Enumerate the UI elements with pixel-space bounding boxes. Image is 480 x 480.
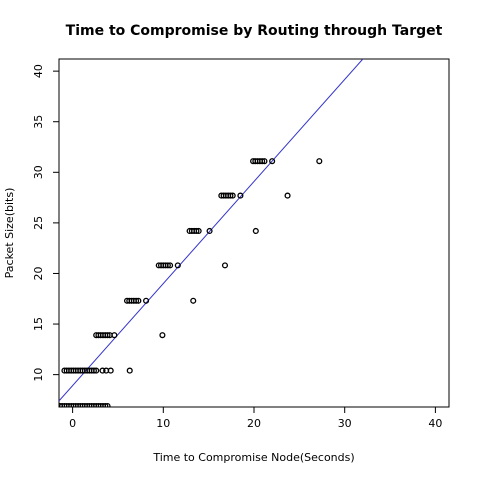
data-point — [190, 297, 197, 304]
data-points — [59, 158, 323, 407]
data-point — [104, 332, 111, 339]
data-point — [135, 297, 142, 304]
data-point — [159, 332, 166, 339]
data-point — [167, 262, 174, 269]
data-point — [111, 332, 118, 339]
data-point — [252, 227, 259, 235]
data-point — [143, 297, 150, 304]
x-axis-label: Time to Compromise Node(Seconds) — [152, 451, 354, 464]
y-tick-label: 35 — [32, 115, 45, 129]
x-tick-label: 0 — [69, 417, 76, 430]
data-point — [126, 367, 133, 374]
y-tick-label: 30 — [32, 165, 45, 179]
y-axis: 10 15 20 25 30 35 40 — [32, 64, 59, 382]
y-tick-label: 25 — [32, 216, 45, 230]
x-tick-label: 40 — [428, 417, 442, 430]
data-point — [99, 367, 106, 374]
y-tick-label: 40 — [32, 64, 45, 78]
x-tick-label: 10 — [156, 417, 170, 430]
data-point — [93, 367, 100, 374]
data-point — [193, 227, 200, 235]
data-point — [206, 227, 213, 235]
data-point — [195, 227, 202, 235]
data-point — [259, 158, 266, 165]
data-point — [174, 262, 181, 269]
data-point — [164, 262, 171, 269]
x-axis: 0 10 20 30 40 — [69, 407, 442, 430]
y-tick-label: 15 — [32, 317, 45, 331]
data-point — [104, 402, 111, 407]
data-point — [237, 192, 244, 199]
y-tick-label: 10 — [32, 368, 45, 382]
data-point — [227, 192, 234, 199]
y-tick-label: 20 — [32, 266, 45, 280]
trend-line-group — [59, 59, 364, 402]
data-point — [229, 192, 236, 199]
plot-area: 0 10 20 30 40 10 15 20 25 30 35 40 — [32, 58, 450, 430]
data-point — [133, 297, 140, 304]
data-point — [261, 158, 268, 165]
y-axis-label: Packet Size(bits) — [3, 188, 16, 279]
data-point — [284, 192, 291, 199]
trend-line — [59, 59, 364, 402]
data-point — [221, 262, 229, 269]
data-point — [90, 367, 97, 374]
data-point — [107, 367, 114, 374]
data-point — [316, 158, 323, 165]
data-point — [269, 158, 276, 165]
x-tick-label: 20 — [247, 417, 261, 430]
data-point — [102, 402, 109, 407]
x-tick-label: 30 — [338, 417, 352, 430]
chart-title: Time to Compromise by Routing through Ta… — [66, 23, 443, 39]
